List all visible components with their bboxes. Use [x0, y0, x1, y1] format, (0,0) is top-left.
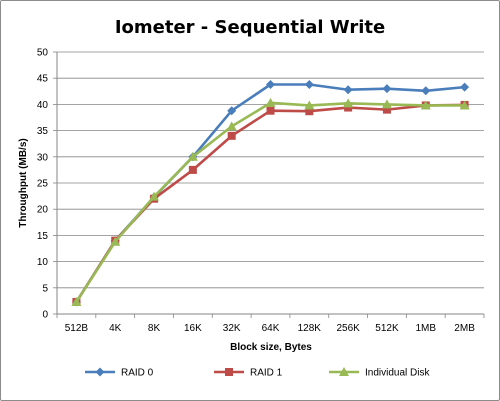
data-point — [188, 165, 197, 174]
series-line — [75, 83, 465, 303]
data-point — [339, 367, 349, 376]
gridlines — [53, 51, 484, 315]
data-point — [71, 296, 82, 306]
y-tick-label: 25 — [37, 179, 49, 190]
x-axis-title: Block size, Bytes — [230, 342, 312, 353]
y-tick-label: 50 — [37, 48, 49, 59]
data-point — [95, 367, 105, 377]
data-point — [265, 97, 276, 107]
y-tick-label: 45 — [37, 74, 49, 85]
y-tick-label: 5 — [42, 283, 48, 294]
x-tick-label: 128K — [298, 323, 322, 334]
data-point — [343, 85, 353, 95]
data-point — [304, 79, 314, 89]
data-point — [266, 106, 275, 115]
data-point — [420, 100, 431, 110]
series-line — [75, 103, 465, 303]
data-point — [226, 121, 237, 131]
chart-title: Iometer - Sequential Write — [115, 17, 385, 38]
data-point — [225, 368, 233, 376]
data-point — [304, 100, 315, 110]
x-tick-label: 1MB — [415, 323, 436, 334]
legend-item: RAID 1 — [214, 368, 283, 379]
x-tick-label: 256K — [336, 323, 360, 334]
x-tick-label: 2MB — [454, 323, 475, 334]
data-point — [266, 79, 275, 89]
legend: RAID 0 RAID 1 Individual Disk — [85, 367, 430, 379]
series-individual-disk — [71, 97, 470, 306]
x-tick-label: 512B — [65, 323, 89, 334]
series-raid-1 — [72, 100, 469, 306]
series-line — [75, 101, 465, 303]
x-tick-label: 4K — [109, 323, 122, 334]
data-point — [110, 236, 121, 246]
y-tick-label: 35 — [37, 126, 49, 137]
legend-label: RAID 0 — [121, 368, 154, 379]
data-point — [305, 107, 314, 116]
x-tick-labels: 512B 4K 8K 16K 32K 64K 128K 256K 512K 1MB 2MB — [65, 323, 475, 334]
data-point — [227, 106, 237, 116]
data-point — [343, 98, 354, 108]
data-point — [460, 82, 470, 92]
x-tick-label: 16K — [184, 323, 202, 334]
data-point — [149, 191, 160, 201]
series-group — [71, 79, 470, 307]
y-tick-label: 10 — [37, 257, 49, 268]
x-tick-label: 512K — [375, 323, 399, 334]
legend-item: Individual Disk — [329, 367, 430, 379]
legend-label: Individual Disk — [365, 368, 430, 379]
legend-item: RAID 0 — [85, 367, 154, 379]
data-point — [382, 84, 392, 94]
y-tick-label: 0 — [42, 310, 48, 321]
y-tick-label: 40 — [37, 100, 49, 111]
data-point — [227, 131, 236, 140]
y-axis-title: Throughput (MB/s) — [18, 138, 29, 227]
legend-label: RAID 1 — [250, 368, 283, 379]
axes — [56, 52, 485, 318]
y-tick-labels: 0 5 10 15 20 25 30 35 40 45 50 — [37, 48, 49, 321]
data-point — [382, 105, 391, 114]
y-tick-label: 30 — [37, 152, 49, 163]
x-tick-label: 8K — [148, 323, 161, 334]
x-tick-label: 64K — [262, 323, 280, 334]
data-point — [459, 100, 470, 110]
data-point — [421, 86, 431, 96]
y-tick-label: 20 — [37, 205, 49, 216]
data-point — [187, 151, 198, 161]
y-tick-label: 15 — [37, 231, 49, 242]
data-point — [381, 99, 392, 109]
x-tick-label: 32K — [223, 323, 241, 334]
data-point — [344, 103, 353, 112]
